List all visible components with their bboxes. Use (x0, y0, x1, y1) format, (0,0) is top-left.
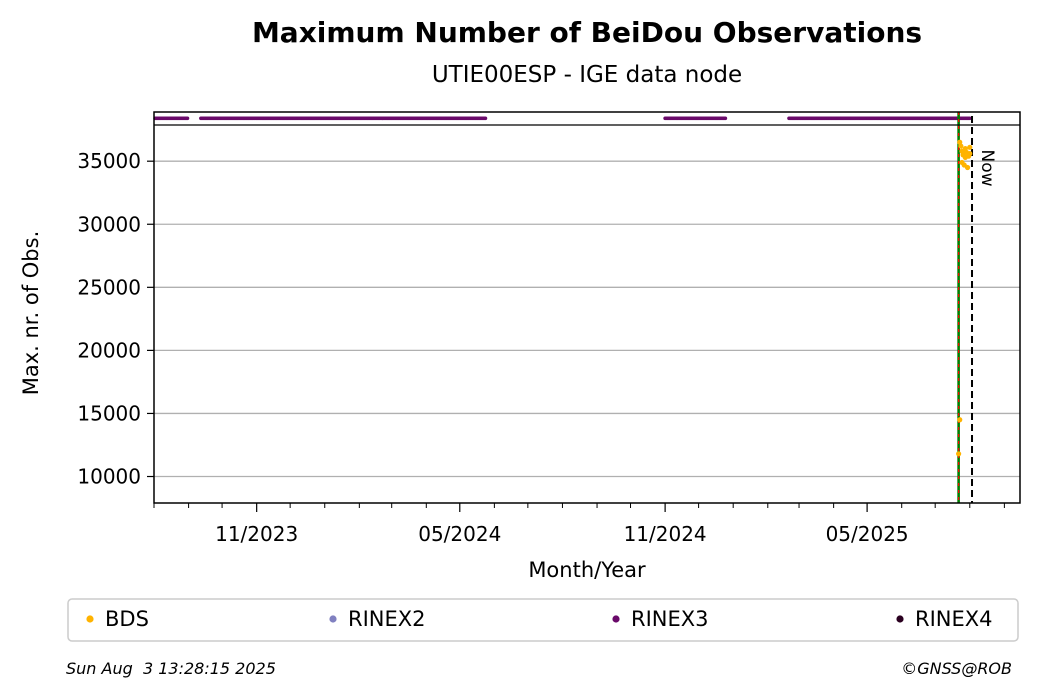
bds-point (967, 151, 973, 157)
y-tick-label: 10000 (77, 465, 141, 489)
y-axis-ticks: 10000 15000 20000 25000 30000 35000 (77, 149, 154, 489)
bds-point (958, 143, 964, 149)
rinex-band (153, 116, 972, 121)
rinex3-point (483, 116, 488, 121)
legend-label: RINEX2 (348, 607, 426, 631)
y-axis-label: Max. nr. of Obs. (19, 231, 43, 396)
legend-label: RINEX3 (631, 607, 709, 631)
grid (154, 160, 1020, 478)
x-tick-label: 11/2024 (624, 522, 707, 546)
y-tick-label: 35000 (77, 149, 141, 173)
chart-title: Maximum Number of BeiDou Observations (252, 16, 922, 49)
rinex3-point (967, 116, 972, 121)
legend-label: BDS (105, 607, 149, 631)
x-tick-label: 11/2023 (215, 522, 298, 546)
legend-marker (896, 615, 904, 623)
bds-point (964, 164, 971, 171)
x-tick-label: 05/2024 (418, 522, 501, 546)
bds-point (957, 417, 963, 423)
x-tick-label: 05/2025 (826, 522, 909, 546)
footer-timestamp: Sun Aug 3 13:28:15 2025 (66, 659, 276, 678)
bds-point (967, 144, 973, 150)
legend-label: RINEX4 (915, 607, 993, 631)
reference-lines: Now (957, 112, 997, 503)
legend: BDS RINEX2 RINEX3 RINEX4 (67, 598, 1019, 642)
bds-point (956, 451, 962, 457)
footer-copyright: ©GNSS@ROB (901, 659, 1012, 678)
axes (153, 111, 1021, 504)
chart-subtitle: UTIE00ESP - IGE data node (432, 62, 742, 88)
legend-marker (612, 615, 620, 623)
legend-marker (86, 615, 94, 623)
legend-marker (329, 615, 337, 623)
now-label: Now (977, 149, 997, 186)
y-tick-label: 15000 (77, 401, 141, 425)
y-tick-label: 30000 (77, 212, 141, 236)
y-tick-label: 20000 (77, 338, 141, 362)
x-axis-ticks: 11/2023 05/2024 11/2024 05/2025 (153, 503, 1005, 546)
legend-frame (67, 598, 1019, 642)
plot-frame (153, 111, 1021, 504)
x-axis-label: Month/Year (528, 558, 646, 582)
rinex3-point (723, 116, 728, 121)
rinex3-point (185, 116, 190, 121)
data-points (956, 139, 973, 457)
y-tick-label: 25000 (77, 275, 141, 299)
